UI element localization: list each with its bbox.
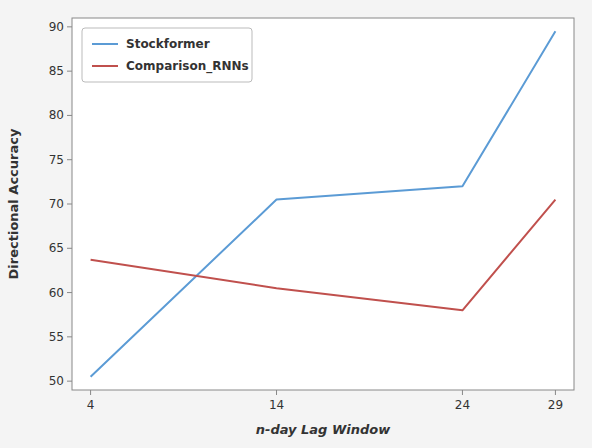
series-lines — [91, 31, 556, 376]
y-tick — [67, 26, 72, 27]
y-tick — [67, 204, 72, 205]
x-tick — [90, 390, 91, 395]
legend-swatch — [92, 65, 118, 67]
x-axis-label: n-day Lag Window — [256, 422, 392, 437]
series-line — [91, 200, 556, 311]
legend: Stockformer Comparison_RNNs — [82, 28, 252, 82]
x-tick — [462, 390, 463, 395]
y-tick — [67, 115, 72, 116]
chart-container: 4 14 24 29 50 55 60 65 70 75 80 85 90 n-day Lag Windo… — [0, 0, 592, 448]
y-tick-label: 60 — [49, 286, 64, 300]
chart-svg: 4 14 24 29 50 55 60 65 70 75 80 85 90 n-day Lag Windo… — [0, 0, 592, 448]
x-tick-label: 29 — [548, 398, 563, 412]
y-tick — [67, 336, 72, 337]
y-tick — [67, 71, 72, 72]
x-tick-label: 14 — [269, 398, 284, 412]
y-tick-label: 50 — [49, 374, 64, 388]
y-tick — [67, 381, 72, 382]
y-tick-label: 75 — [49, 153, 64, 167]
y-tick-label: 85 — [49, 64, 64, 78]
series-line — [91, 31, 556, 376]
x-axis: 4 14 24 29 — [87, 390, 563, 412]
x-tick — [276, 390, 277, 395]
legend-swatch — [92, 43, 118, 45]
x-tick-label: 4 — [87, 398, 95, 412]
y-tick-label: 55 — [49, 330, 64, 344]
legend-box — [82, 28, 252, 82]
y-tick — [67, 292, 72, 293]
x-tick — [555, 390, 556, 395]
legend-label: Comparison_RNNs — [126, 59, 249, 74]
plot-background — [72, 18, 574, 390]
legend-label: Stockformer — [126, 37, 210, 51]
y-tick — [67, 159, 72, 160]
y-tick-label: 70 — [49, 197, 64, 211]
plot-frame — [72, 18, 574, 390]
x-tick-label: 24 — [455, 398, 470, 412]
y-tick — [67, 248, 72, 249]
y-tick-label: 80 — [49, 108, 64, 122]
y-axis-label: Directional Accuracy — [6, 128, 21, 279]
y-axis: 50 55 60 65 70 75 80 85 90 — [49, 20, 72, 388]
y-tick-label: 90 — [49, 20, 64, 34]
y-tick-label: 65 — [49, 241, 64, 255]
